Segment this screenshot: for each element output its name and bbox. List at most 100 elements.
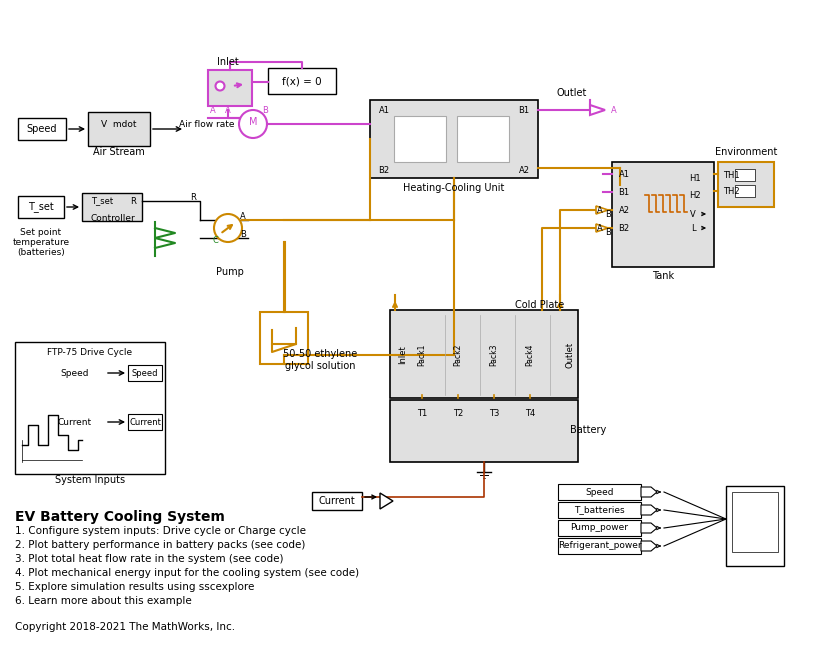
Text: A2: A2	[519, 165, 529, 175]
Polygon shape	[641, 541, 657, 551]
Bar	[732, 492, 778, 552]
Bar	[18, 118, 66, 140]
Polygon shape	[596, 224, 608, 232]
Text: Battery: Battery	[570, 425, 606, 435]
Text: 6. Learn more about this example: 6. Learn more about this example	[15, 596, 192, 606]
Bar	[88, 112, 150, 146]
Bar	[735, 169, 755, 181]
Polygon shape	[596, 206, 608, 214]
Text: Outlet: Outlet	[565, 342, 575, 368]
Text: B: B	[240, 230, 246, 238]
Polygon shape	[380, 493, 393, 509]
Circle shape	[216, 82, 225, 90]
Text: Speed: Speed	[60, 369, 89, 378]
Text: A: A	[611, 106, 617, 114]
Text: B: B	[605, 210, 611, 218]
Text: B: B	[605, 228, 611, 236]
Text: B: B	[262, 106, 268, 114]
Polygon shape	[590, 105, 605, 115]
Text: H1: H1	[689, 173, 701, 183]
Text: glycol solution: glycol solution	[284, 361, 355, 371]
Text: 2. Plot battery performance in battery packs (see code): 2. Plot battery performance in battery p…	[15, 540, 305, 550]
Text: T_batteries: T_batteries	[574, 505, 625, 515]
Text: Pack4: Pack4	[525, 344, 534, 367]
Text: Copyright 2018-2021 The MathWorks, Inc.: Copyright 2018-2021 The MathWorks, Inc.	[15, 622, 235, 632]
Text: Speed: Speed	[27, 124, 57, 134]
Bar	[612, 162, 714, 267]
Circle shape	[214, 214, 242, 242]
Text: Controller: Controller	[91, 214, 135, 222]
Text: R: R	[130, 197, 136, 205]
Text: Speed: Speed	[132, 369, 159, 378]
Polygon shape	[641, 523, 657, 533]
Text: Tank: Tank	[652, 271, 674, 281]
Text: FTP-75 Drive Cycle: FTP-75 Drive Cycle	[48, 347, 133, 357]
Text: A: A	[240, 212, 246, 220]
Text: T1: T1	[417, 408, 427, 418]
Text: Current: Current	[319, 496, 356, 506]
Text: T_set: T_set	[29, 202, 54, 212]
Bar	[394, 116, 446, 162]
Text: M: M	[248, 117, 258, 127]
Bar	[558, 484, 641, 500]
Text: T2: T2	[453, 408, 463, 418]
Bar	[390, 400, 578, 462]
Bar	[312, 492, 362, 510]
Text: 5. Explore simulation results using sscexplore: 5. Explore simulation results using ssce…	[15, 582, 254, 592]
Text: temperature: temperature	[13, 238, 70, 246]
Text: A1: A1	[378, 106, 389, 114]
Text: Cold Plate: Cold Plate	[515, 300, 565, 310]
Text: B2: B2	[618, 224, 629, 232]
Bar	[208, 70, 252, 106]
Text: Refrigerant_power: Refrigerant_power	[558, 542, 641, 550]
Text: TH1: TH1	[722, 171, 739, 179]
Bar	[128, 365, 162, 381]
Polygon shape	[641, 487, 657, 497]
Text: Pump_power: Pump_power	[571, 523, 628, 533]
Text: Air flow rate: Air flow rate	[180, 120, 235, 129]
Text: 1. Configure system inputs: Drive cycle or Charge cycle: 1. Configure system inputs: Drive cycle …	[15, 526, 306, 536]
Bar	[82, 193, 142, 221]
Text: Inlet: Inlet	[217, 57, 239, 67]
Bar	[457, 116, 509, 162]
Text: A2: A2	[618, 205, 629, 214]
Text: Air Stream: Air Stream	[93, 147, 145, 157]
Text: V: V	[690, 210, 696, 218]
Text: A: A	[225, 106, 231, 114]
Text: Current: Current	[58, 418, 92, 426]
Text: T_set: T_set	[91, 197, 113, 205]
Text: f(x) = 0: f(x) = 0	[282, 76, 322, 86]
Text: T3: T3	[489, 408, 499, 418]
Text: C: C	[212, 236, 218, 244]
Bar	[718, 162, 774, 207]
Text: Environment: Environment	[715, 147, 777, 157]
Text: L: L	[690, 224, 696, 232]
Text: Current: Current	[129, 418, 161, 426]
Text: Pack2: Pack2	[454, 344, 462, 366]
Text: B2: B2	[378, 165, 389, 175]
Bar	[558, 538, 641, 554]
Text: Speed: Speed	[586, 487, 614, 497]
Text: A: A	[597, 224, 603, 232]
Bar	[18, 196, 64, 218]
Text: V  mdot: V mdot	[102, 120, 137, 129]
Text: EV Battery Cooling System: EV Battery Cooling System	[15, 510, 225, 524]
Text: T4: T4	[525, 408, 535, 418]
Text: Set point: Set point	[20, 228, 61, 236]
Text: Pump: Pump	[216, 267, 244, 277]
Bar	[726, 486, 784, 566]
Text: A: A	[210, 106, 216, 114]
Text: Inlet: Inlet	[399, 346, 408, 365]
Text: B1: B1	[519, 106, 529, 114]
Text: 3. Plot total heat flow rate in the system (see code): 3. Plot total heat flow rate in the syst…	[15, 554, 284, 564]
Bar	[735, 185, 755, 197]
Text: A: A	[597, 205, 603, 214]
Text: System Inputs: System Inputs	[55, 475, 125, 485]
Text: H2: H2	[689, 191, 701, 199]
Circle shape	[239, 110, 267, 138]
Text: Pack3: Pack3	[489, 344, 498, 367]
Text: Heating-Cooling Unit: Heating-Cooling Unit	[404, 183, 505, 193]
Text: Outlet: Outlet	[557, 88, 587, 98]
Bar	[558, 520, 641, 536]
Bar	[268, 68, 336, 94]
